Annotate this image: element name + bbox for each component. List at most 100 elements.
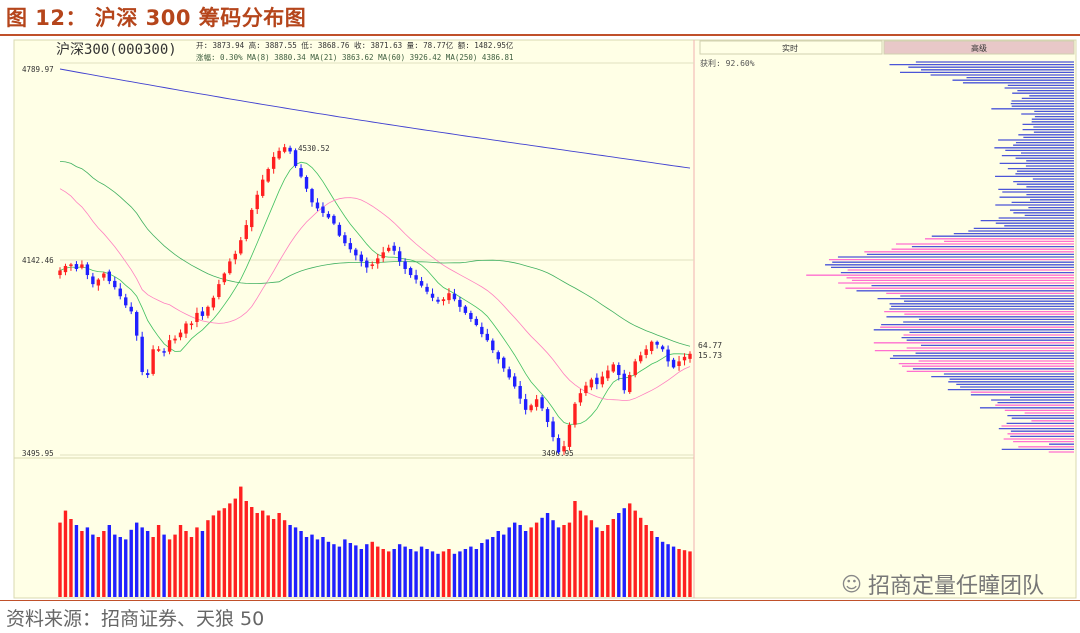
- volume-bar: [348, 543, 353, 597]
- candle-body: [633, 361, 637, 376]
- candle-body: [217, 284, 221, 297]
- volume-bar: [567, 522, 572, 597]
- candle-body: [458, 299, 462, 307]
- volume-bar: [392, 549, 396, 597]
- candle-body: [414, 275, 418, 280]
- candle-body: [102, 273, 106, 278]
- candle-body: [671, 359, 676, 368]
- candle-body: [430, 293, 435, 298]
- ma250-line-group: [59, 68, 691, 169]
- candle-body: [58, 270, 62, 276]
- volume-bar: [293, 527, 298, 597]
- tab-advanced-label: 高级: [971, 43, 987, 53]
- volume-bar: [250, 507, 254, 597]
- watermark-text: 招商定量任瞳团队: [867, 574, 1044, 599]
- volume-bar: [162, 534, 166, 597]
- candle-body: [156, 349, 161, 351]
- volume-bar: [173, 534, 177, 597]
- volume-bar: [151, 537, 155, 597]
- source-note: 资料来源：招商证券、天狼 50: [6, 608, 265, 630]
- volume-bar: [260, 510, 265, 597]
- volume-bar: [584, 515, 588, 597]
- candle-body: [140, 336, 144, 372]
- volume-bar: [403, 546, 407, 597]
- volume-bar: [195, 527, 199, 597]
- volume-bar: [502, 534, 506, 597]
- volume-bar: [255, 513, 259, 597]
- volume-bar: [370, 541, 374, 597]
- volume-bar: [189, 537, 194, 597]
- title-rule: [0, 34, 1080, 36]
- volume-bar: [354, 545, 358, 597]
- volume-bar: [606, 525, 610, 597]
- candle-body: [145, 373, 150, 376]
- candle-body: [189, 323, 194, 326]
- candle-body: [523, 399, 528, 410]
- candle-body: [124, 297, 128, 306]
- candle-body: [228, 261, 232, 274]
- ma60-line: [59, 161, 691, 347]
- volume-bar: [96, 537, 101, 597]
- volume-bar: [551, 520, 555, 597]
- candle-body: [74, 264, 79, 269]
- tab-realtime[interactable]: [699, 40, 883, 55]
- volume-bar: [140, 527, 144, 597]
- candle-body: [551, 421, 555, 438]
- candle-body: [134, 312, 139, 336]
- volume-bar: [677, 549, 681, 597]
- volume-bar: [58, 522, 62, 597]
- candle-body: [600, 376, 605, 385]
- volume-bar: [562, 525, 566, 597]
- volume-bar: [102, 531, 106, 597]
- candle-body: [299, 168, 303, 177]
- candle-body: [628, 375, 632, 393]
- volume-bar: [277, 513, 281, 597]
- candle-body: [567, 424, 572, 447]
- volume-bar: [512, 522, 517, 597]
- volume-bar: [425, 549, 429, 597]
- watermark: ☺ 招商定量任瞳团队: [841, 568, 1044, 600]
- volume-bar: [271, 519, 276, 597]
- candle-body: [321, 206, 325, 213]
- volume-bar: [266, 515, 270, 597]
- volume-bar: [600, 531, 605, 597]
- volume-bar: [545, 513, 550, 597]
- candle-body: [107, 271, 112, 282]
- candle-body: [562, 446, 566, 452]
- candle-body: [162, 351, 166, 353]
- bottom-rule: [0, 600, 1080, 601]
- volume-bar: [156, 525, 161, 597]
- y-tick-label-high: 4789.97: [22, 65, 54, 74]
- candle-body: [200, 311, 205, 316]
- candle-body: [529, 405, 533, 411]
- volume-bar: [430, 551, 435, 597]
- ma-info: 涨幅: 0.30% MA(8) 3880.34 MA(21) 3863.62 M…: [196, 52, 514, 62]
- volume-bar: [337, 546, 342, 597]
- volume-bar: [200, 531, 205, 597]
- candle-body: [617, 365, 621, 376]
- volume-bar: [595, 527, 599, 597]
- volume-bar: [529, 527, 533, 597]
- candle-body: [447, 293, 451, 301]
- volume-bar: [518, 525, 522, 597]
- candle-body: [386, 247, 391, 251]
- volume-bar: [244, 501, 248, 597]
- volume-bar: [222, 508, 227, 597]
- volume-bar: [682, 550, 687, 597]
- volume-bar: [408, 549, 413, 597]
- volume-bar: [474, 549, 479, 597]
- volume-bar: [644, 525, 648, 597]
- candle-body: [573, 403, 577, 425]
- volume-bar: [211, 515, 216, 597]
- volume-bar: [397, 544, 402, 597]
- candle-body: [184, 323, 188, 334]
- volume-bar: [578, 510, 583, 597]
- volume-bar: [633, 510, 637, 597]
- volume-bar: [184, 531, 188, 597]
- ma250-line: [59, 68, 691, 169]
- candle-body: [69, 264, 73, 266]
- volume-bar: [365, 544, 369, 597]
- tab-advanced[interactable]: [883, 40, 1075, 55]
- volume-bar: [107, 525, 112, 597]
- volume-bar: [589, 520, 594, 597]
